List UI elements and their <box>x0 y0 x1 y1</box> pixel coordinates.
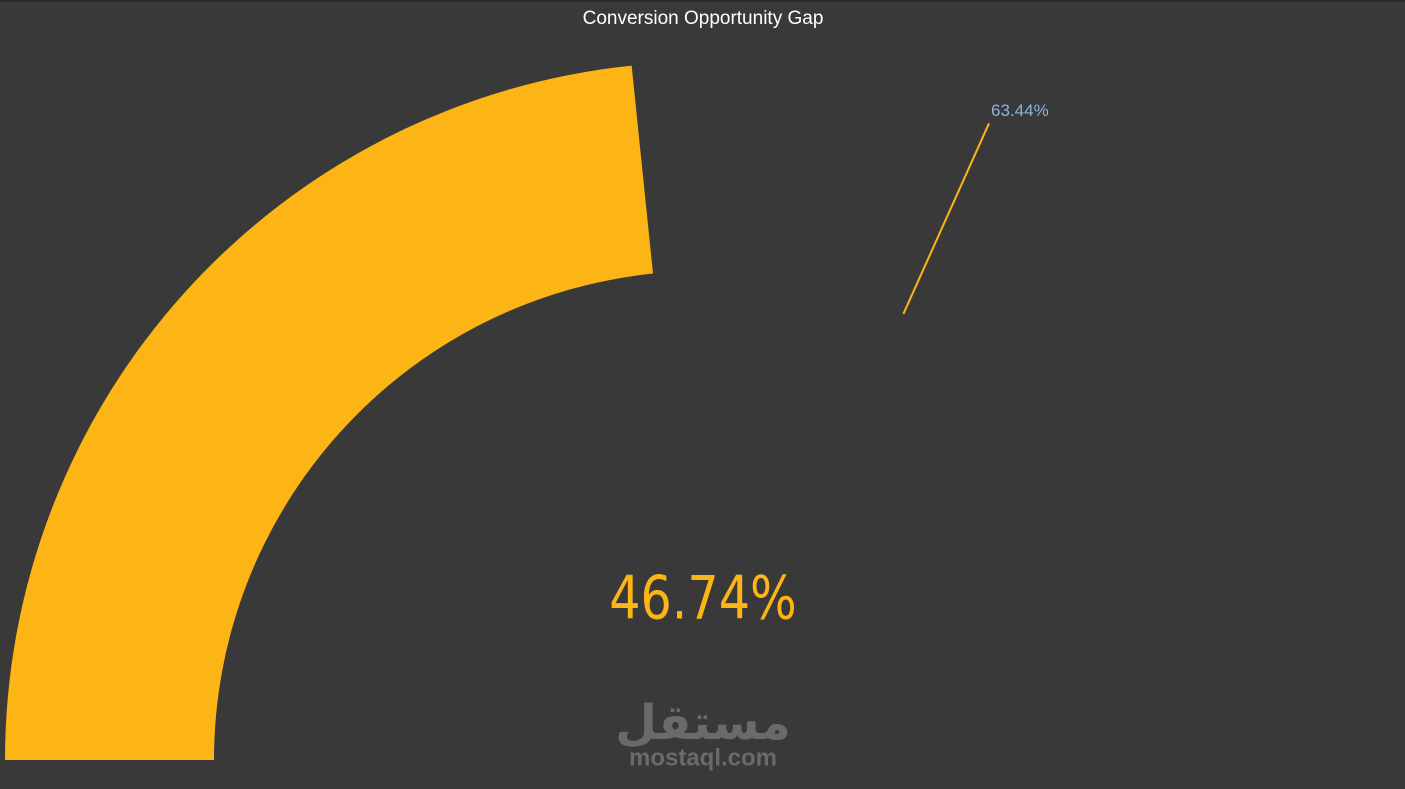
value-label: 46.74% <box>609 563 797 633</box>
gauge-fill <box>5 65 654 760</box>
target-line <box>902 122 990 315</box>
watermark-logo: مستقل <box>615 695 791 751</box>
chart-title: Conversion Opportunity Gap <box>583 8 824 29</box>
target-label: 63.44% <box>991 101 1049 120</box>
watermark-site: mostaql.com <box>629 744 777 771</box>
top-border <box>0 0 1405 2</box>
